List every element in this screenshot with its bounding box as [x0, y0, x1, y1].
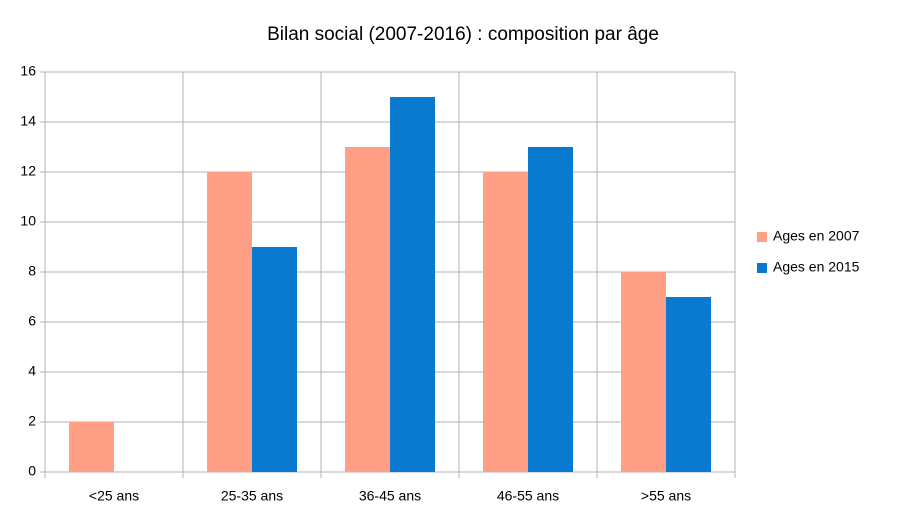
chart-title: Bilan social (2007-2016) : composition p…: [267, 24, 659, 45]
y-tick-label: 6: [28, 313, 36, 329]
x-tick-label: 25-35 ans: [221, 488, 283, 504]
bar: [207, 172, 252, 472]
y-tick-label: 4: [28, 363, 36, 379]
bar: [252, 247, 297, 472]
y-tick-label: 2: [28, 413, 36, 429]
y-tick-label: 12: [20, 163, 36, 179]
x-tick-label: <25 ans: [89, 488, 139, 504]
bar: [621, 272, 666, 472]
bar: [666, 297, 711, 472]
y-tick-label: 8: [28, 263, 36, 279]
bar: [345, 147, 390, 472]
legend-swatch: [757, 232, 767, 242]
x-tick-label: >55 ans: [641, 488, 691, 504]
legend-swatch: [757, 263, 767, 273]
y-tick-label: 10: [20, 213, 36, 229]
y-tick-label: 0: [28, 463, 36, 479]
y-tick-label: 16: [20, 63, 36, 79]
bar: [483, 172, 528, 472]
legend-label: Ages en 2015: [773, 259, 860, 275]
bar: [69, 422, 114, 472]
y-tick-label: 14: [20, 113, 36, 129]
bar: [528, 147, 573, 472]
x-tick-label: 46-55 ans: [497, 488, 559, 504]
x-tick-label: 36-45 ans: [359, 488, 421, 504]
bar: [390, 97, 435, 472]
legend-label: Ages en 2007: [773, 228, 860, 244]
